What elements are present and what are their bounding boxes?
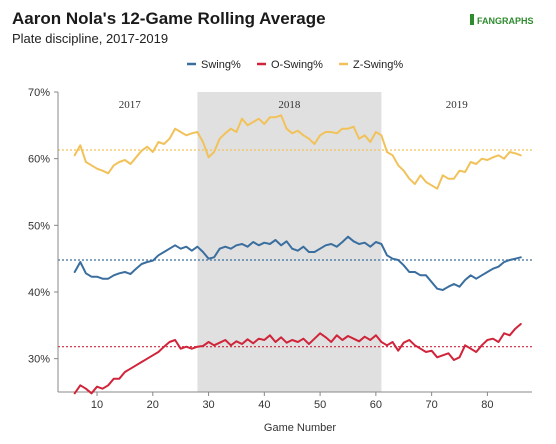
y-tick-label: 70% — [28, 87, 50, 99]
chart-subtitle: Plate discipline, 2017-2019 — [12, 31, 168, 46]
x-tick-label: 20 — [147, 399, 159, 411]
fangraphs-logo: FANGRAPHS — [470, 14, 534, 26]
x-tick-label: 80 — [481, 399, 493, 411]
fangraphs-logo-mark-icon — [470, 14, 474, 25]
x-axis-label: Game Number — [264, 422, 336, 434]
x-tick-label: 60 — [370, 399, 382, 411]
x-tick-label: 30 — [202, 399, 214, 411]
reference-lines — [58, 149, 532, 348]
legend-label-o-swing: O-Swing% — [271, 59, 323, 71]
chart-title: Aaron Nola's 12-Game Rolling Average — [12, 9, 326, 28]
series-line-swing — [73, 235, 522, 291]
legend-item-o-swing: O-Swing% — [257, 59, 323, 71]
chart-series — [73, 114, 522, 395]
chart-axes: 30% 40% 50% 60% 70% 10 20 30 40 50 60 70 80 — [28, 87, 532, 411]
era-label-2019: 2019 — [446, 99, 469, 111]
legend-item-swing: Swing% — [187, 59, 241, 71]
series-line-o-swing — [73, 323, 522, 395]
chart-legend: Swing% O-Swing% Z-Swing% — [187, 59, 403, 71]
series-line-z-swing — [73, 114, 522, 190]
legend-item-z-swing: Z-Swing% — [339, 59, 403, 71]
svg-text:FANGRAPHS: FANGRAPHS — [477, 16, 534, 26]
y-tick-label: 60% — [28, 154, 50, 166]
era-label-2017: 2017 — [119, 99, 142, 111]
y-tick-label: 50% — [28, 220, 50, 232]
x-tick-label: 40 — [258, 399, 270, 411]
x-tick-label: 70 — [425, 399, 437, 411]
legend-label-swing: Swing% — [201, 59, 241, 71]
x-tick-label: 10 — [91, 399, 103, 411]
logo-fan-text: FAN — [477, 16, 495, 26]
y-tick-label: 30% — [28, 354, 50, 366]
logo-graphs-text: GRAPHS — [495, 16, 534, 26]
legend-label-z-swing: Z-Swing% — [353, 59, 403, 71]
y-tick-label: 40% — [28, 287, 50, 299]
era-label-2018: 2018 — [278, 99, 301, 111]
x-tick-label: 50 — [314, 399, 326, 411]
